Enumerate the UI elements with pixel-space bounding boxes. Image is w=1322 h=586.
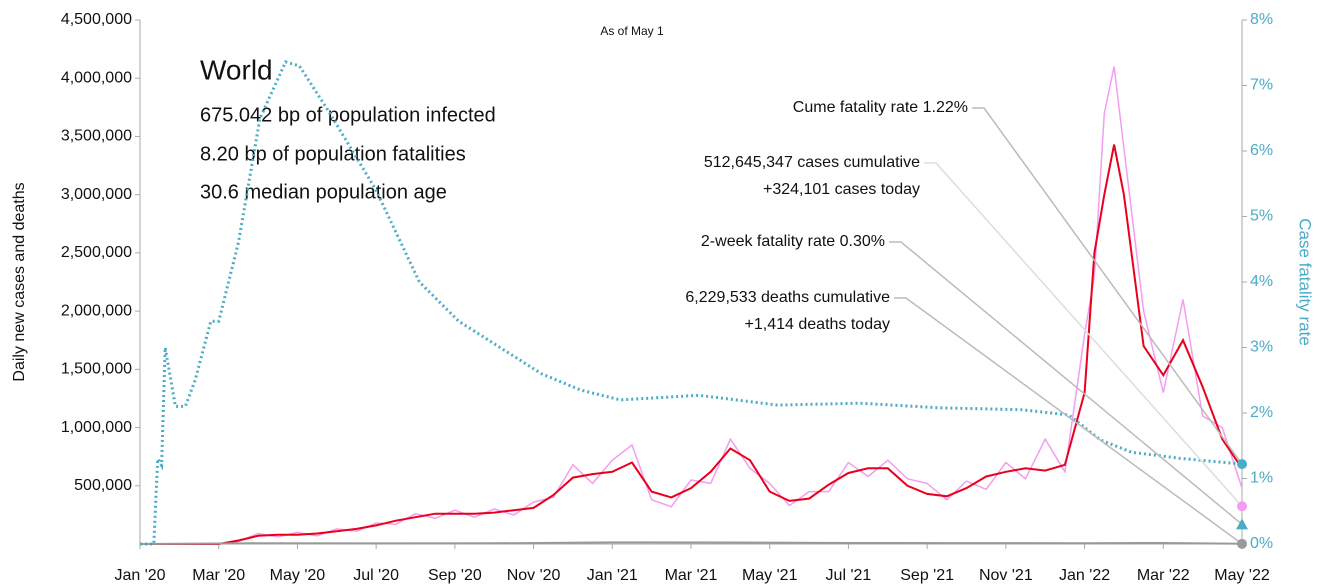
info-line: 8.20 bp of population fatalities bbox=[200, 143, 466, 165]
annotation: +324,101 cases today bbox=[763, 181, 920, 198]
end-marker bbox=[1237, 459, 1247, 470]
end-marker bbox=[1237, 538, 1247, 549]
y-tick-label: 3,000,000 bbox=[61, 186, 132, 203]
y2-axis-label: Case fatality rate bbox=[1296, 218, 1315, 346]
x-tick-label: May '20 bbox=[270, 567, 326, 584]
x-tick-label: May '21 bbox=[742, 567, 798, 584]
leader-line bbox=[924, 162, 1243, 507]
x-tick-label: Jan '22 bbox=[1059, 567, 1110, 584]
y-tick-label: 2,500,000 bbox=[61, 244, 132, 261]
y2-tick-label: 7% bbox=[1250, 77, 1273, 94]
y2-tick-label: 0% bbox=[1250, 535, 1273, 552]
y-tick-label: 500,000 bbox=[74, 477, 132, 494]
x-tick-label: Jan '20 bbox=[114, 567, 165, 584]
x-tick-label: Sep '20 bbox=[428, 567, 482, 584]
annotation: Cume fatality rate 1.22% bbox=[793, 99, 968, 116]
subtitle: As of May 1 bbox=[600, 24, 664, 38]
x-tick-label: Jul '20 bbox=[353, 567, 399, 584]
x-tick-label: Sep '21 bbox=[900, 567, 954, 584]
info-line: 675.042 bp of population infected bbox=[200, 104, 496, 126]
y2-tick-label: 1% bbox=[1250, 470, 1273, 487]
x-tick-label: May '22 bbox=[1214, 567, 1270, 584]
leader-line bbox=[889, 241, 1243, 525]
y2-tick-label: 2% bbox=[1250, 404, 1273, 421]
x-tick-label: Mar '22 bbox=[1137, 567, 1190, 584]
y2-tick-label: 3% bbox=[1250, 339, 1273, 356]
x-tick-label: Nov '20 bbox=[507, 567, 561, 584]
end-marker bbox=[1237, 501, 1247, 512]
leader-line bbox=[894, 297, 1243, 545]
y2-tick-label: 8% bbox=[1250, 11, 1273, 28]
annotation: 2-week fatality rate 0.30% bbox=[701, 233, 885, 250]
y-tick-label: 4,000,000 bbox=[61, 69, 132, 86]
y2-tick-label: 6% bbox=[1250, 142, 1273, 159]
x-tick-label: Mar '21 bbox=[665, 567, 718, 584]
y-axis-label: Daily new cases and deaths bbox=[11, 182, 28, 381]
x-tick-label: Jul '21 bbox=[826, 567, 872, 584]
info-title: World bbox=[200, 54, 273, 85]
x-tick-label: Jan '21 bbox=[587, 567, 638, 584]
x-tick-label: Mar '20 bbox=[192, 567, 245, 584]
y-tick-label: 2,000,000 bbox=[61, 302, 132, 319]
info-line: 30.6 median population age bbox=[200, 181, 447, 203]
annotation: 6,229,533 deaths cumulative bbox=[685, 289, 890, 306]
end-marker bbox=[1236, 518, 1248, 530]
annotation: 512,645,347 cases cumulative bbox=[704, 154, 920, 171]
y-tick-label: 1,000,000 bbox=[61, 419, 132, 436]
series-line bbox=[140, 144, 1243, 545]
y-tick-label: 1,500,000 bbox=[61, 361, 132, 378]
leader-line bbox=[972, 107, 1243, 465]
y-tick-label: 4,500,000 bbox=[61, 11, 132, 28]
series-line bbox=[139, 541, 1243, 545]
annotation: +1,414 deaths today bbox=[745, 316, 890, 333]
y-tick-label: 3,500,000 bbox=[61, 128, 132, 145]
x-tick-label: Nov '21 bbox=[979, 567, 1033, 584]
y2-tick-label: 4% bbox=[1250, 273, 1273, 290]
y2-tick-label: 5% bbox=[1250, 208, 1273, 225]
series-line bbox=[140, 60, 1243, 546]
